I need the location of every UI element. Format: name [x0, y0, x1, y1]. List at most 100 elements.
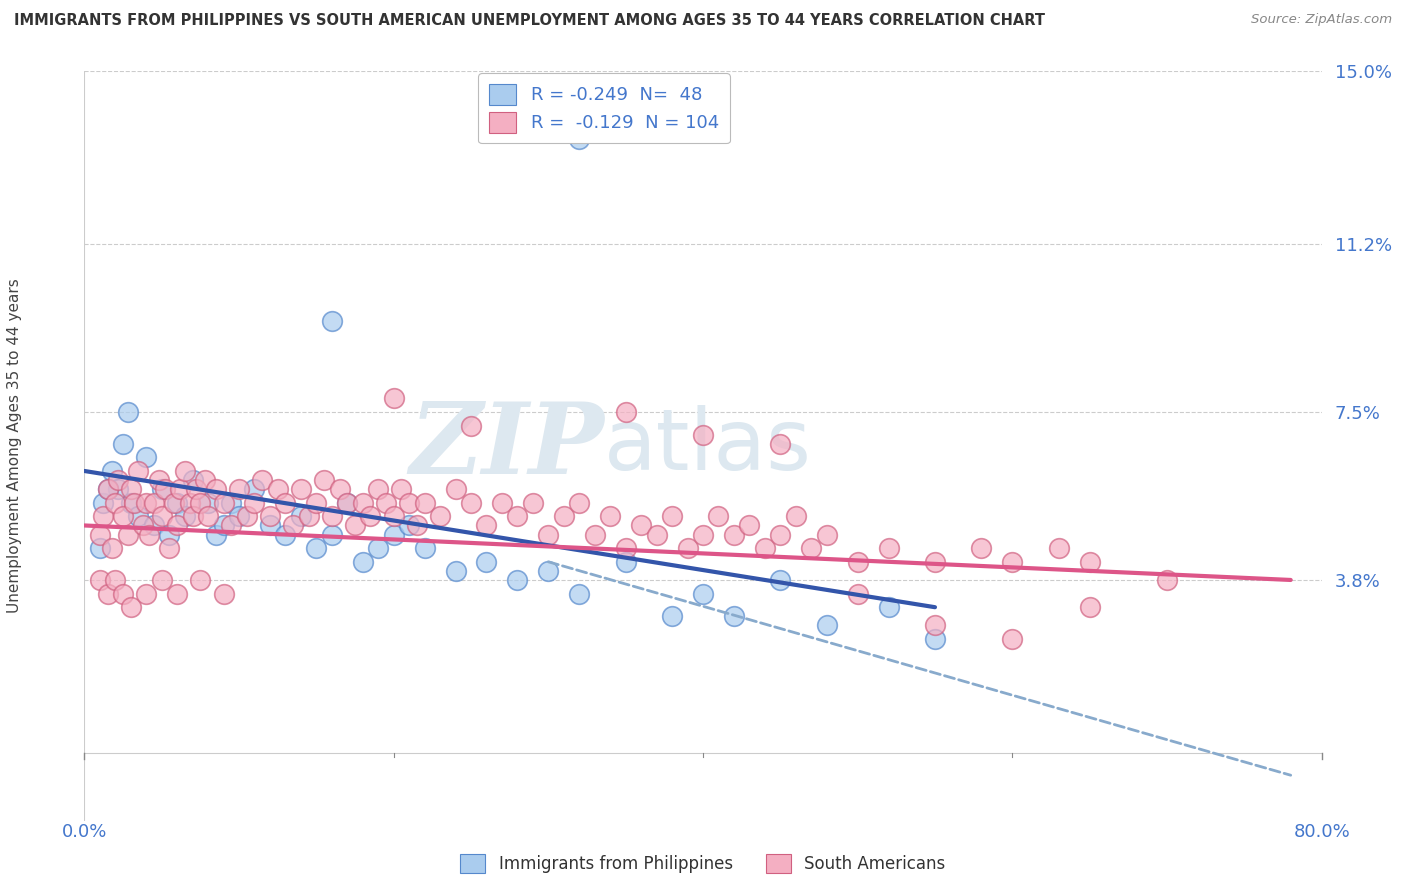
- Text: ZIP: ZIP: [409, 398, 605, 494]
- Point: [460, 418, 482, 433]
- Point: [143, 518, 166, 533]
- Point: [166, 496, 188, 510]
- Point: [143, 496, 166, 510]
- Text: Source: ZipAtlas.com: Source: ZipAtlas.com: [1251, 13, 1392, 27]
- Point: [91, 509, 114, 524]
- Point: [267, 482, 290, 496]
- Point: [188, 496, 212, 510]
- Point: [429, 509, 451, 524]
- Text: atlas: atlas: [605, 404, 813, 488]
- Point: [117, 405, 139, 419]
- Point: [243, 482, 266, 496]
- Point: [150, 509, 173, 524]
- Point: [321, 314, 343, 328]
- Point: [692, 527, 714, 541]
- Point: [163, 496, 186, 510]
- Point: [96, 482, 118, 496]
- Point: [645, 527, 668, 541]
- Point: [329, 482, 352, 496]
- Point: [221, 496, 243, 510]
- Point: [197, 509, 219, 524]
- Point: [491, 496, 513, 510]
- Point: [112, 436, 135, 450]
- Point: [537, 564, 560, 578]
- Point: [259, 518, 281, 533]
- Point: [413, 496, 436, 510]
- Point: [846, 555, 869, 569]
- Point: [924, 555, 946, 569]
- Point: [274, 527, 297, 541]
- Point: [444, 482, 467, 496]
- Text: 0.0%: 0.0%: [62, 823, 107, 841]
- Point: [475, 518, 498, 533]
- Point: [120, 482, 142, 496]
- Point: [321, 509, 343, 524]
- Point: [506, 573, 529, 587]
- Point: [148, 473, 170, 487]
- Point: [553, 509, 575, 524]
- Point: [506, 509, 529, 524]
- Point: [179, 496, 201, 510]
- Point: [135, 586, 157, 600]
- Point: [877, 600, 900, 615]
- Point: [336, 496, 359, 510]
- Text: Unemployment Among Ages 35 to 44 years: Unemployment Among Ages 35 to 44 years: [7, 278, 22, 614]
- Point: [614, 541, 637, 556]
- Point: [120, 496, 142, 510]
- Point: [391, 482, 413, 496]
- Point: [120, 600, 142, 615]
- Point: [228, 509, 250, 524]
- Point: [290, 509, 312, 524]
- Point: [344, 518, 367, 533]
- Point: [661, 609, 683, 624]
- Point: [107, 482, 129, 496]
- Point: [117, 527, 139, 541]
- Point: [112, 509, 135, 524]
- Point: [132, 518, 155, 533]
- Point: [138, 527, 160, 541]
- Point: [707, 509, 730, 524]
- Point: [924, 632, 946, 646]
- Point: [583, 527, 606, 541]
- Point: [298, 509, 321, 524]
- Point: [599, 509, 621, 524]
- Point: [769, 527, 792, 541]
- Point: [159, 527, 180, 541]
- Point: [769, 573, 792, 587]
- Point: [360, 509, 382, 524]
- Point: [398, 518, 420, 533]
- Point: [676, 541, 699, 556]
- Point: [460, 496, 482, 510]
- Point: [104, 496, 127, 510]
- Point: [661, 509, 683, 524]
- Point: [692, 586, 714, 600]
- Point: [228, 482, 250, 496]
- Point: [738, 518, 761, 533]
- Point: [181, 473, 204, 487]
- Point: [174, 509, 197, 524]
- Point: [614, 405, 637, 419]
- Point: [314, 473, 336, 487]
- Point: [188, 573, 212, 587]
- Point: [382, 392, 405, 406]
- Point: [96, 586, 118, 600]
- Point: [785, 509, 807, 524]
- Point: [522, 496, 544, 510]
- Point: [91, 496, 114, 510]
- Point: [475, 555, 498, 569]
- Point: [101, 541, 124, 556]
- Point: [924, 618, 946, 632]
- Point: [101, 464, 124, 478]
- Point: [259, 509, 281, 524]
- Point: [877, 541, 900, 556]
- Point: [444, 564, 467, 578]
- Point: [122, 496, 145, 510]
- Point: [614, 555, 637, 569]
- Point: [169, 482, 191, 496]
- Point: [197, 496, 219, 510]
- Point: [800, 541, 823, 556]
- Point: [321, 527, 343, 541]
- Point: [769, 436, 792, 450]
- Point: [1156, 573, 1178, 587]
- Legend: Immigrants from Philippines, South Americans: Immigrants from Philippines, South Ameri…: [454, 847, 952, 880]
